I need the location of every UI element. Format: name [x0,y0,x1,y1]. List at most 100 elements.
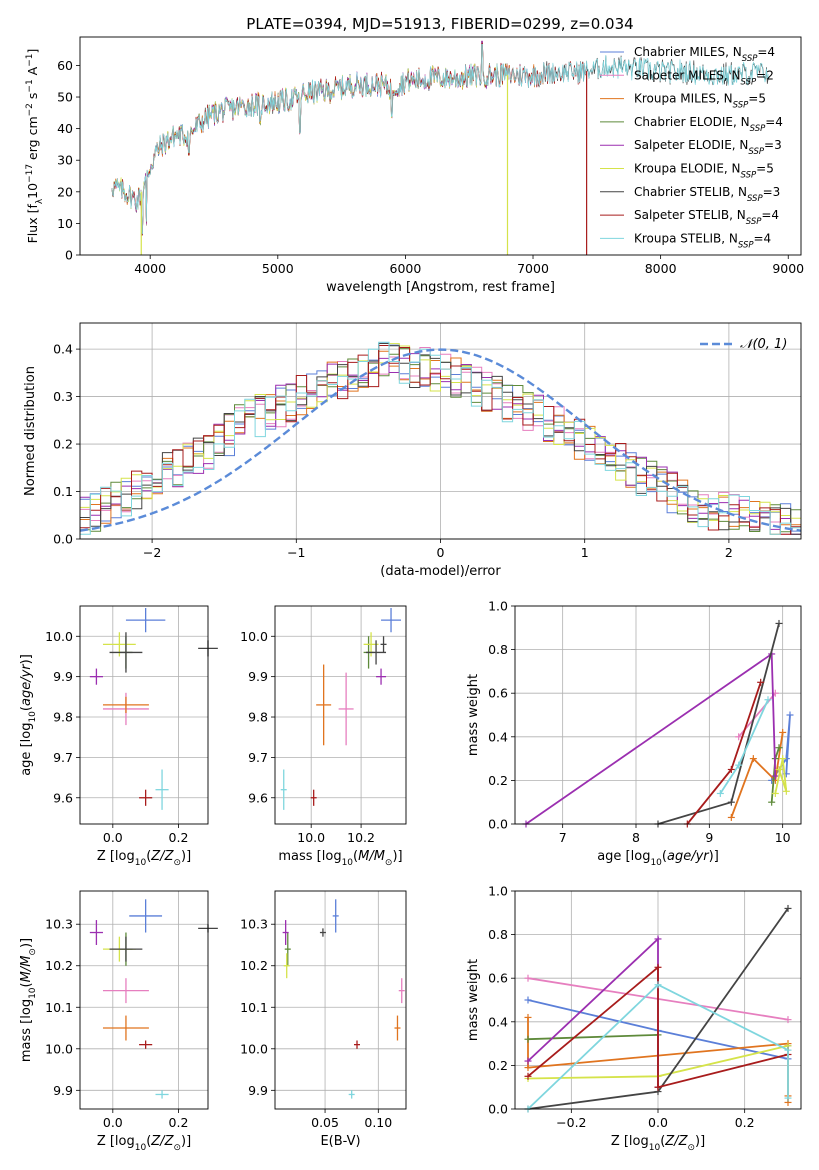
spectrum-line-kroupa-stelib [111,43,770,235]
y-tick-label: 30 [57,153,73,168]
x-tick-label: 9 [705,830,713,845]
legend-entry: Kroupa ELODIE, NSSP=5 [634,162,774,181]
errorbar-salpeter-stelib [139,1040,153,1049]
legend-entry: Kroupa STELIB, NSSP=4 [634,231,771,250]
x-tick-label: 8 [632,830,640,845]
residuals-frame [79,322,802,540]
errorbar-kroupa-stelib [155,769,169,810]
y-tick-label: 0.1 [53,484,73,499]
y-axis-label: age [log10(age/yr)] [19,654,38,776]
y-tick-label: 9.8 [53,710,73,725]
errorbar-kroupa-miles [394,1015,401,1041]
x-tick-label: 0.10 [364,1115,392,1130]
y-tick-label: 9.9 [248,669,268,684]
y-tick-label: 10.3 [45,917,73,932]
weight-line [730,732,784,818]
legend-entry: Kroupa MILES, NSSP=5 [634,92,766,111]
x-tick-label: 2 [725,545,733,560]
weight-series-kroupa-elodie [771,755,790,797]
y-tick-label: 9.6 [248,790,268,805]
histogram-salpeter-stelib [80,345,801,539]
y-tick-label: 0.2 [53,437,73,452]
x-axis-label: Z [log10(Z/Z⊙)] [611,1134,705,1153]
y-tick-label: 9.7 [248,750,268,765]
y-tick-label: 9.9 [53,669,73,684]
errorbar-chabrier-elodie [284,932,291,966]
errorbar-kroupa-stelib [280,769,287,810]
y-tick-label: 10.0 [45,629,73,644]
legend-entry: Salpeter MILES, NSSP=2 [634,68,774,87]
x-tick-label: 0.2 [169,1115,189,1130]
x-tick-label: 4000 [134,261,166,276]
legend-entry: Salpeter ELODIE, NSSP=3 [634,138,782,157]
residuals-axes: −2 −1 0 1 2 0.0 0.1 0.2 0.3 0.4 (data-model)/error… [23,322,802,579]
weight-line [686,682,762,825]
x-axis-label: E(B-V) [320,1134,360,1149]
y-tick-label: 0.2 [488,1058,508,1073]
y-tick-label: 50 [57,90,73,105]
errorbar-chabrier-stelib [319,928,326,937]
x-tick-label: 0.05 [311,1115,339,1130]
y-tick-label: 0.6 [488,686,508,701]
weight-series-salpeter-elodie [522,650,779,828]
y-tick-label: 1.0 [488,884,508,899]
x-tick-label: 7000 [517,261,549,276]
x-tick-label: 10.2 [347,830,375,845]
y-tick-label: 20 [57,184,73,199]
y-tick-label: 0.4 [53,342,73,357]
errorbar-salpeter-elodie [89,920,103,945]
errorbar-kroupa-elodie [283,953,290,979]
y-tick-label: 0.0 [488,817,508,832]
y-tick-label: 9.6 [53,790,73,805]
errorbar-salpeter-miles [338,672,354,746]
age_vs_Z-frame [79,605,209,825]
y-axis-label: Normed distribution [23,366,38,496]
weight-line [719,699,769,794]
y-tick-label: 9.9 [53,1083,73,1098]
figure-title: PLATE=0394, MJD=51913, FIBERID=0299, z=0… [246,15,633,33]
massweight_vs_Z-axes: −0.2 0.0 0.2 0.0 0.2 0.4 0.6 0.8 1.0 Z [log10(Z/Z… [466,884,802,1153]
weight-line [774,758,788,794]
errorbar-kroupa-miles [102,696,149,713]
errorbar-salpeter-elodie [89,668,103,685]
x-tick-label: 7 [559,830,567,845]
errorbar-chabrier-stelib [366,640,387,665]
x-tick-label: 10 [775,830,791,845]
y-tick-label: 9.9 [248,1083,268,1098]
histogram-kroupa-elodie [80,343,801,539]
spectrum-line-salpeter-miles [111,42,546,236]
gaussian-curve [79,348,802,532]
age_vs_mass-axes: 10.0 10.2 9.6 9.7 9.8 9.9 10.0 mass [log10(M/M⊙… [240,605,407,868]
y-tick-label: 10 [57,216,73,231]
y-tick-label: 0 [65,248,73,263]
spectrum-line-kroupa-miles [111,40,546,237]
x-axis-label: Z [log10(Z/Z⊙)] [97,849,191,868]
y-axis-label: mass weight [466,674,481,756]
x-tick-label: 6000 [390,261,422,276]
x-tick-label: 10.0 [297,830,325,845]
y-tick-label: 10.0 [240,629,268,644]
mass_vs_ebv-axes: 0.05 0.10 9.9 10.0 10.1 10.2 10.3 E(B-V) [240,890,407,1149]
x-tick-label: 0.2 [169,830,189,845]
weight-series-salpeter-elodie [524,935,662,1091]
x-tick-label: −2 [143,545,161,560]
x-tick-label: 0 [437,545,445,560]
spectrum-legend: Chabrier MILES, NSSP=4 Salpeter MILES, NS… [600,45,783,250]
age_vs_mass-frame [274,605,407,825]
weight-series-kroupa-miles [727,728,787,821]
x-tick-label: −0.2 [556,1115,586,1130]
y-tick-label: 0.6 [488,971,508,986]
y-tick-label: 0.8 [488,927,508,942]
errorbar-chabrier-stelib [380,636,387,653]
errorbar-chabrier-miles [129,899,163,933]
legend-entry: Salpeter STELIB, NSSP=4 [634,208,779,227]
spectrum-frame [79,36,802,256]
mass_vs_ebv-frame [274,890,407,1110]
errorbar-kroupa-stelib [348,1090,355,1099]
weight-series-kroupa-stelib [716,696,772,797]
y-tick-label: 10.3 [240,917,268,932]
y-tick-label: 10.0 [45,1041,73,1056]
spectrum-axes: 4000 5000 6000 7000 8000 9000 0 10 20 30 40 50 60 wav… [25,36,804,295]
y-tick-label: 1.0 [488,599,508,614]
